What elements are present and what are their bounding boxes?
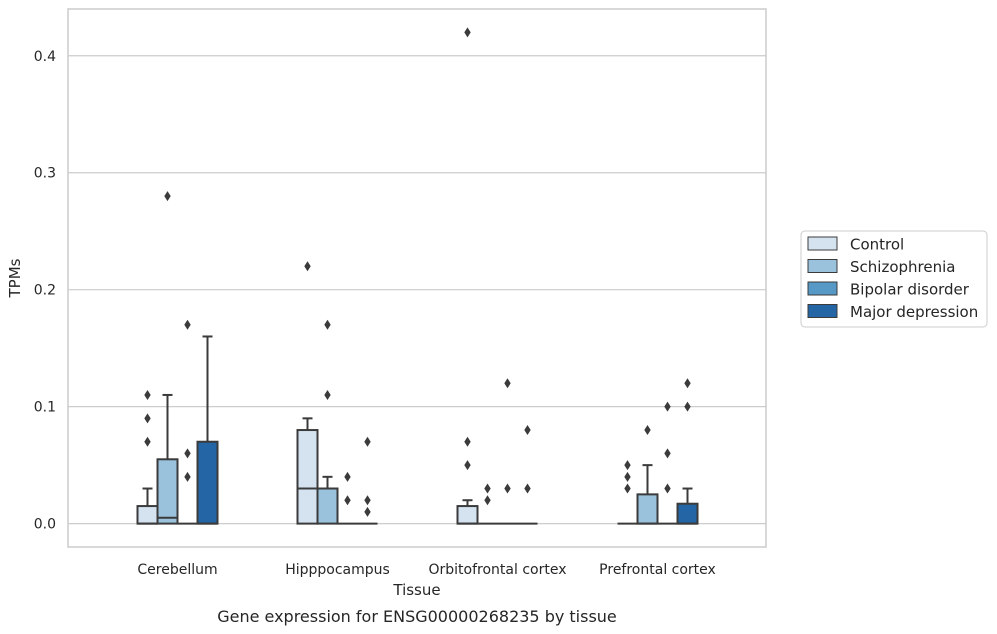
box-body [676,502,699,525]
gridlines [68,55,766,525]
outlier-point [364,506,371,517]
outlier-point [144,413,151,424]
outlier-point [464,27,471,38]
legend-label: Schizophrenia [850,258,955,276]
legend-frame [800,230,988,328]
y-tick-label: 0.1 [34,400,56,416]
outlier-point [304,261,311,272]
box-control-2 [456,27,479,525]
box-control-1 [296,261,319,525]
box-major-depression-0 [196,335,219,525]
boxes [136,27,699,525]
box-control-3 [617,460,638,525]
x-tick-label: Orbitofrontal cortex [429,562,567,578]
outlier-point [524,483,531,494]
box-major-depression-1 [357,436,378,525]
outlier-point [184,319,191,330]
legend-item-bipolar-disorder: Bipolar disorder [807,281,970,299]
box-major-depression-3 [676,378,699,525]
legend-swatch [807,281,838,296]
outlier-point [464,436,471,447]
outlier-point [504,483,511,494]
outlier-point [624,460,631,471]
box-schizophrenia-2 [477,483,498,525]
outlier-point [344,471,351,482]
x-tick-label: Cerebellum [137,562,217,578]
outlier-point [664,401,671,412]
outlier-point [144,389,151,400]
legend-item-schizophrenia: Schizophrenia [807,258,955,276]
y-axis-title: TPMs [6,258,24,298]
outlier-point [364,436,371,447]
outlier-point [664,483,671,494]
box-body [316,487,339,525]
box-body [156,458,179,525]
box-bipolar-disorder-0 [177,319,198,525]
legend-item-major-depression: Major depression [807,303,978,321]
outlier-point [184,448,191,459]
figure-caption: Gene expression for ENSG00000268235 by t… [217,607,617,626]
outlier-point [184,471,191,482]
box-bipolar-disorder-2 [497,378,518,525]
legend-swatch [807,259,838,273]
box-control-0 [136,389,159,525]
outlier-point [324,389,331,400]
outlier-point [664,448,671,459]
box-bipolar-disorder-3 [657,401,678,525]
y-tick-label: 0.3 [34,166,56,182]
legend-item-control: Control [807,236,904,254]
outlier-point [644,425,651,436]
box-major-depression-2 [517,425,538,525]
x-tick-label: Prefrontal cortex [599,562,716,578]
legend-label: Major depression [850,303,978,321]
outlier-point [684,401,691,412]
box-schizophrenia-3 [636,425,659,525]
outlier-point [504,378,511,389]
box-schizophrenia-1 [316,319,339,525]
legend-label: Control [850,236,904,254]
outlier-point [144,436,151,447]
box-body [196,440,219,525]
outlier-point [164,191,171,202]
box-body [636,493,659,525]
x-axis-title: Tissue [392,581,440,599]
outlier-point [624,483,631,494]
outlier-point [524,425,531,436]
outlier-point [324,319,331,330]
outlier-point [684,378,691,389]
outlier-point [364,495,371,506]
y-tick-label: 0.2 [34,283,56,299]
box-bipolar-disorder-1 [337,471,358,525]
y-tick-label: 0.0 [34,517,56,533]
y-tick-label: 0.4 [34,49,56,65]
legend: Control Schizophrenia Bipolar disorder Majo… [800,230,988,328]
x-tick-label: Hipppocampus [285,562,390,578]
legend-swatch [807,304,838,318]
outlier-point [484,483,491,494]
box-body [296,429,319,525]
x-axis-ticks: Cerebellum Hipppocampus Orbitofrontal cort… [137,562,715,578]
legend-label: Bipolar disorder [850,281,970,299]
plot-frame [67,8,767,548]
box-schizophrenia-0 [156,191,179,525]
box-body [456,505,479,525]
box-body [136,505,159,525]
outlier-point [464,460,471,471]
y-axis-ticks: 0.0 0.1 0.2 0.3 0.4 [34,49,56,533]
outlier-point [344,495,351,506]
outlier-point [624,471,631,482]
legend-swatch [807,236,838,251]
outlier-point [484,495,491,506]
